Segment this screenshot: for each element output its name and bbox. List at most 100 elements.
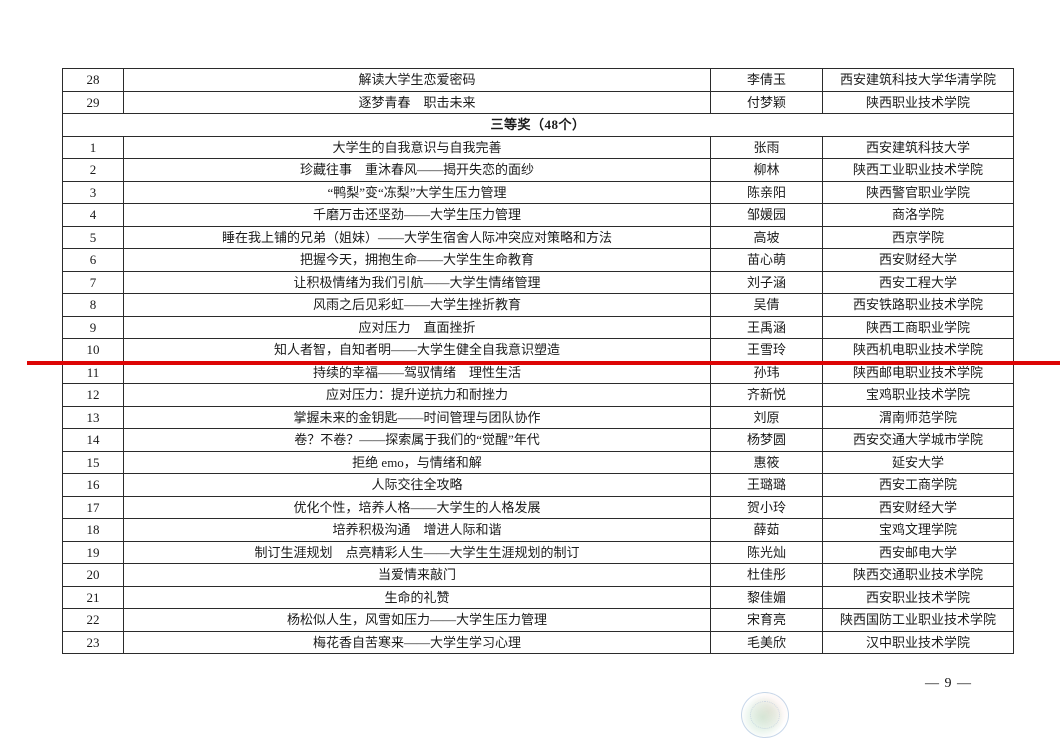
table-row: 23 梅花香自苦寒来——大学生学习心理 毛美欣 汉中职业技术学院	[62, 630, 1014, 654]
institution-name: 西安邮电大学	[822, 540, 1014, 564]
table-row: 1 大学生的自我意识与自我完善 张雨 西安建筑科技大学	[62, 135, 1014, 159]
row-number: 20	[62, 563, 124, 587]
row-number: 10	[62, 338, 124, 362]
author-name: 柳林	[710, 158, 823, 182]
row-number: 4	[62, 203, 124, 227]
table-row: 15 拒绝 emo，与情绪和解 惠筱 延安大学	[62, 450, 1014, 474]
row-number: 2	[62, 158, 124, 182]
entry-title: 风雨之后见彩虹——大学生挫折教育	[123, 293, 711, 317]
entry-title: 卷？不卷？——探索属于我们的“觉醒”年代	[123, 428, 711, 452]
table-row: 12 应对压力：提升逆抗力和耐挫力 齐新悦 宝鸡职业技术学院	[62, 383, 1014, 407]
entry-title: 培养积极沟通 增进人际和谐	[123, 518, 711, 542]
institution-name: 西安财经大学	[822, 495, 1014, 519]
author-name: 杜佳彤	[710, 563, 823, 587]
row-number: 3	[62, 180, 124, 204]
institution-name: 汉中职业技术学院	[822, 630, 1014, 654]
row-number: 9	[62, 315, 124, 339]
row-number: 6	[62, 248, 124, 272]
entry-title: 当爱情来敲门	[123, 563, 711, 587]
table-row-highlighted: 10 知人者智，自知者明——大学生健全自我意识塑造 王雪玲 陕西机电职业技术学院	[62, 338, 1014, 362]
institution-name: 西京学院	[822, 225, 1014, 249]
table-row: 22 杨松似人生，风雪如压力——大学生压力管理 宋育亮 陕西国防工业职业技术学院	[62, 608, 1014, 632]
institution-name: 陕西职业技术学院	[822, 90, 1014, 114]
row-number: 8	[62, 293, 124, 317]
page-number: — 9 —	[925, 676, 972, 691]
table-row: 8 风雨之后见彩虹——大学生挫折教育 吴倩 西安铁路职业技术学院	[62, 293, 1014, 317]
institution-name: 陕西交通职业技术学院	[822, 563, 1014, 587]
institution-name: 西安交通大学城市学院	[822, 428, 1014, 452]
entry-title: 掌握未来的金钥匙——时间管理与团队协作	[123, 405, 711, 429]
entry-title: 让积极情绪为我们引航——大学生情绪管理	[123, 270, 711, 294]
author-name: 苗心萌	[710, 248, 823, 272]
row-number: 28	[62, 68, 124, 92]
institution-name: 西安建筑科技大学华清学院	[822, 68, 1014, 92]
row-number: 23	[62, 630, 124, 654]
section-header-row: 三等奖（48个）	[62, 113, 1014, 137]
entry-title: 人际交往全攻略	[123, 473, 711, 497]
author-name: 刘子涵	[710, 270, 823, 294]
table-row: 7 让积极情绪为我们引航——大学生情绪管理 刘子涵 西安工程大学	[62, 270, 1014, 294]
author-name: 宋育亮	[710, 608, 823, 632]
table-row: 19 制订生涯规划 点亮精彩人生——大学生生涯规划的制订 陈光灿 西安邮电大学	[62, 540, 1014, 564]
institution-name: 陕西警官职业学院	[822, 180, 1014, 204]
row-number: 5	[62, 225, 124, 249]
institution-name: 延安大学	[822, 450, 1014, 474]
table-row: 28 解读大学生恋爱密码 李倩玉 西安建筑科技大学华清学院	[62, 68, 1014, 92]
author-name: 陈光灿	[710, 540, 823, 564]
awards-table-body: 28 解读大学生恋爱密码 李倩玉 西安建筑科技大学华清学院 29 逐梦青春 职击未来 付梦颖…	[62, 68, 1014, 654]
author-name: 付梦颖	[710, 90, 823, 114]
row-number: 14	[62, 428, 124, 452]
entry-title: 应对压力 直面挫折	[123, 315, 711, 339]
institution-name: 西安铁路职业技术学院	[822, 293, 1014, 317]
entry-title: 把握今天，拥抱生命——大学生生命教育	[123, 248, 711, 272]
table-row: 29 逐梦青春 职击未来 付梦颖 陕西职业技术学院	[62, 90, 1014, 114]
red-underline-marker	[27, 361, 1060, 365]
table-row: 17 优化个性，培养人格——大学生的人格发展 贺小玲 西安财经大学	[62, 495, 1014, 519]
row-number: 16	[62, 473, 124, 497]
table-row: 6 把握今天，拥抱生命——大学生生命教育 苗心萌 西安财经大学	[62, 248, 1014, 272]
author-name: 邹媛园	[710, 203, 823, 227]
entry-title: 生命的礼赞	[123, 585, 711, 609]
author-name: 高坡	[710, 225, 823, 249]
table-row: 16 人际交往全攻略 王璐璐 西安工商学院	[62, 473, 1014, 497]
institution-name: 陕西国防工业职业技术学院	[822, 608, 1014, 632]
author-name: 王雪玲	[710, 338, 823, 362]
author-name: 薛茹	[710, 518, 823, 542]
institution-name: 宝鸡职业技术学院	[822, 383, 1014, 407]
author-name: 张雨	[710, 135, 823, 159]
row-number: 1	[62, 135, 124, 159]
institution-name: 西安工商学院	[822, 473, 1014, 497]
row-number: 17	[62, 495, 124, 519]
table-row: 4 千磨万击还坚劲——大学生压力管理 邹媛园 商洛学院	[62, 203, 1014, 227]
author-name: 王璐璐	[710, 473, 823, 497]
entry-title: 珍藏往事 重沐春风——揭开失恋的面纱	[123, 158, 711, 182]
table-row: 5 睡在我上铺的兄弟（姐妹）——大学生宿舍人际冲突应对策略和方法 高坡 西京学院	[62, 225, 1014, 249]
institution-name: 西安工程大学	[822, 270, 1014, 294]
entry-title: 优化个性，培养人格——大学生的人格发展	[123, 495, 711, 519]
table-row: 11 持续的幸福——驾驭情绪 理性生活 孙玮 陕西邮电职业技术学院	[62, 360, 1014, 384]
author-name: 贺小玲	[710, 495, 823, 519]
author-name: 吴倩	[710, 293, 823, 317]
table-row: 20 当爱情来敲门 杜佳彤 陕西交通职业技术学院	[62, 563, 1014, 587]
entry-title: 逐梦青春 职击未来	[123, 90, 711, 114]
table-row: 9 应对压力 直面挫折 王禹涵 陕西工商职业学院	[62, 315, 1014, 339]
entry-title: 睡在我上铺的兄弟（姐妹）——大学生宿舍人际冲突应对策略和方法	[123, 225, 711, 249]
awards-table: 28 解读大学生恋爱密码 李倩玉 西安建筑科技大学华清学院 29 逐梦青春 职击未来 付梦颖…	[62, 68, 1014, 654]
author-name: 刘原	[710, 405, 823, 429]
row-number: 19	[62, 540, 124, 564]
institution-name: 西安职业技术学院	[822, 585, 1014, 609]
entry-title: 解读大学生恋爱密码	[123, 68, 711, 92]
row-number: 22	[62, 608, 124, 632]
row-number: 7	[62, 270, 124, 294]
author-name: 王禹涵	[710, 315, 823, 339]
table-row: 21 生命的礼赞 黎佳媚 西安职业技术学院	[62, 585, 1014, 609]
row-number: 15	[62, 450, 124, 474]
table-row: 3 “鸭梨”变“冻梨”大学生压力管理 陈亲阳 陕西警官职业学院	[62, 180, 1014, 204]
entry-title: 拒绝 emo，与情绪和解	[123, 450, 711, 474]
entry-title: 杨松似人生，风雪如压力——大学生压力管理	[123, 608, 711, 632]
author-name: 陈亲阳	[710, 180, 823, 204]
entry-title: 知人者智，自知者明——大学生健全自我意识塑造	[123, 338, 711, 362]
author-name: 杨梦圆	[710, 428, 823, 452]
table-row: 13 掌握未来的金钥匙——时间管理与团队协作 刘原 渭南师范学院	[62, 405, 1014, 429]
